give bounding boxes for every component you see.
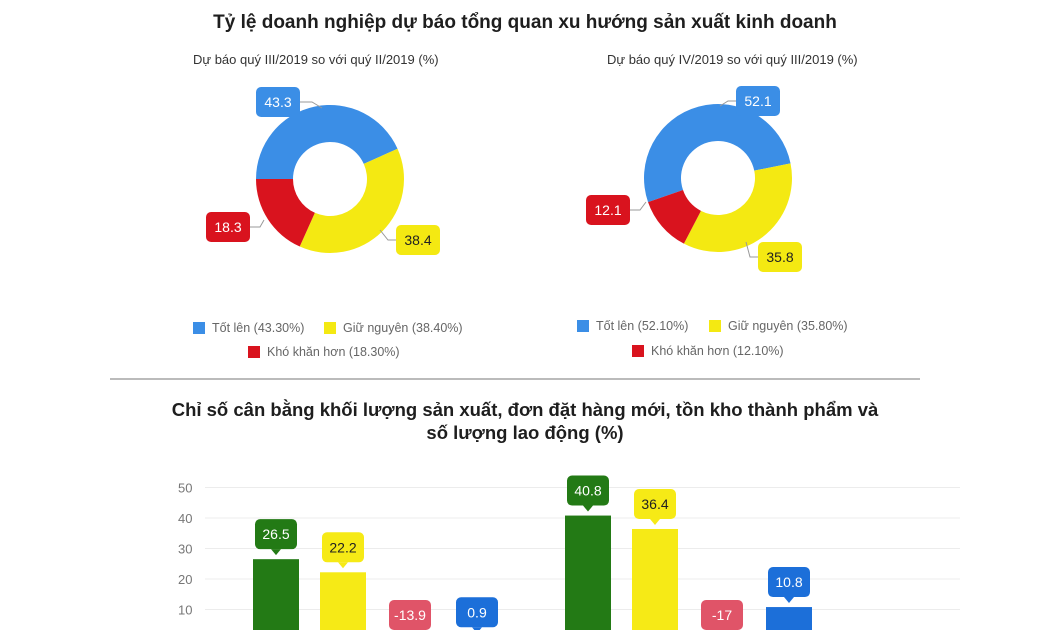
donut-1-slice-hard [256,179,315,247]
donut-1-subtitle: Dự báo quý III/2019 so với quý II/2019 (… [193,52,439,67]
svg-text:40.8: 40.8 [574,483,601,499]
bar-chart: 10 20 30 40 50 26.5 22.2 -13.9 0.9 40.8 36.4 -17 10.… [178,475,960,630]
legend-label-good: Tốt lên (52.10%) [596,319,689,333]
donut-chart-2: 52.1 35.8 12.1 [586,86,802,272]
donut-1-slice-good [256,104,398,179]
donut-1-label-good: 43.3 [256,87,323,117]
donut-1-slice-same [299,148,404,253]
bar-value-label: 0.9 [456,597,498,630]
donut-1-label-same: 38.4 [379,225,440,255]
donut-1-label-hard: 18.3 [206,212,265,242]
donut-2-label-good: 52.1 [719,86,780,116]
bar-value-label: -13.9 [389,600,431,630]
bar-value-label: 10.8 [768,567,810,604]
legend-label-same: Giữ nguyên (38.40%) [343,321,463,335]
bar [632,528,678,630]
y-tick-label: 50 [178,481,192,496]
legend-swatch-same [324,322,336,334]
bar [766,607,812,630]
svg-text:43.3: 43.3 [264,94,291,110]
bar-group-1-bar-2 [320,572,366,630]
donut-2-label-hard: 12.1 [586,195,647,225]
legend-swatch-same [709,320,721,332]
y-tick-label: 20 [178,572,192,587]
y-tick-label: 10 [178,603,192,618]
main-title: Tỷ lệ doanh nghiệp dự báo tổng quan xu h… [213,12,837,33]
svg-text:52.1: 52.1 [744,93,771,109]
svg-text:22.2: 22.2 [329,539,356,555]
bar-group-2-bar-1 [565,515,611,630]
y-tick-label: 30 [178,542,192,557]
section-divider [110,378,920,380]
svg-text:10.8: 10.8 [775,574,802,590]
bar-chart-title: Chỉ số cân bằng khối lượng sản xuất, đơn… [0,398,1050,444]
legend-swatch-hard [632,345,644,357]
donut-2-slice-good [644,103,791,203]
bar-group-2-bar-4 [766,607,812,630]
legend-swatch-good [577,320,589,332]
donut-2-legend-hard: Khó khăn hơn (12.10%) [632,344,784,358]
bar-chart-title-line-1: Chỉ số cân bằng khối lượng sản xuất, đơn… [171,399,879,420]
bar-value-label: 36.4 [634,488,676,525]
svg-text:12.1: 12.1 [594,202,621,218]
bar-value-label: 40.8 [567,475,609,512]
bar [565,515,611,630]
bar-group-1-bar-1 [253,559,299,630]
y-tick-label: 40 [178,511,192,526]
donut-1-legend-good: Tốt lên (43.30%) [193,321,304,335]
donut-2-legend-good: Tốt lên (52.10%) [577,319,688,333]
bar [320,572,366,630]
bar-value-label: 26.5 [255,519,297,556]
donut-2-subtitle: Dự báo quý IV/2019 so với quý III/2019 (… [607,52,858,67]
donut-chart-1: 43.3 38.4 18.3 [206,87,440,255]
bar-group-2-bar-2 [632,528,678,630]
legend-label-same: Giữ nguyên (35.80%) [728,319,848,333]
donut-1-legend-same: Giữ nguyên (38.40%) [324,321,463,335]
legend-label-hard: Khó khăn hơn (12.10%) [651,344,784,358]
legend-label-good: Tốt lên (43.30%) [212,321,305,335]
donut-2-slice-hard [648,190,701,244]
svg-text:-13.9: -13.9 [394,607,426,623]
legend-swatch-hard [248,346,260,358]
legend-label-hard: Khó khăn hơn (18.30%) [267,345,400,359]
svg-text:-17: -17 [712,607,732,623]
donut-1-legend-hard: Khó khăn hơn (18.30%) [248,345,400,359]
svg-text:35.8: 35.8 [766,249,793,265]
donut-2-slice-same [683,163,792,252]
svg-text:26.5: 26.5 [262,526,289,542]
donut-2-label-same: 35.8 [745,241,802,272]
svg-text:18.3: 18.3 [214,219,241,235]
legend-swatch-good [193,322,205,334]
svg-text:36.4: 36.4 [641,496,668,512]
svg-text:0.9: 0.9 [467,604,487,620]
svg-text:38.4: 38.4 [404,232,431,248]
donut-2-legend-same: Giữ nguyên (35.80%) [709,319,848,333]
bar-value-label: 22.2 [322,532,364,569]
bar-chart-title-line-2: số lượng lao động (%) [426,422,624,443]
bar [253,559,299,630]
bar-value-label: -17 [701,600,743,630]
